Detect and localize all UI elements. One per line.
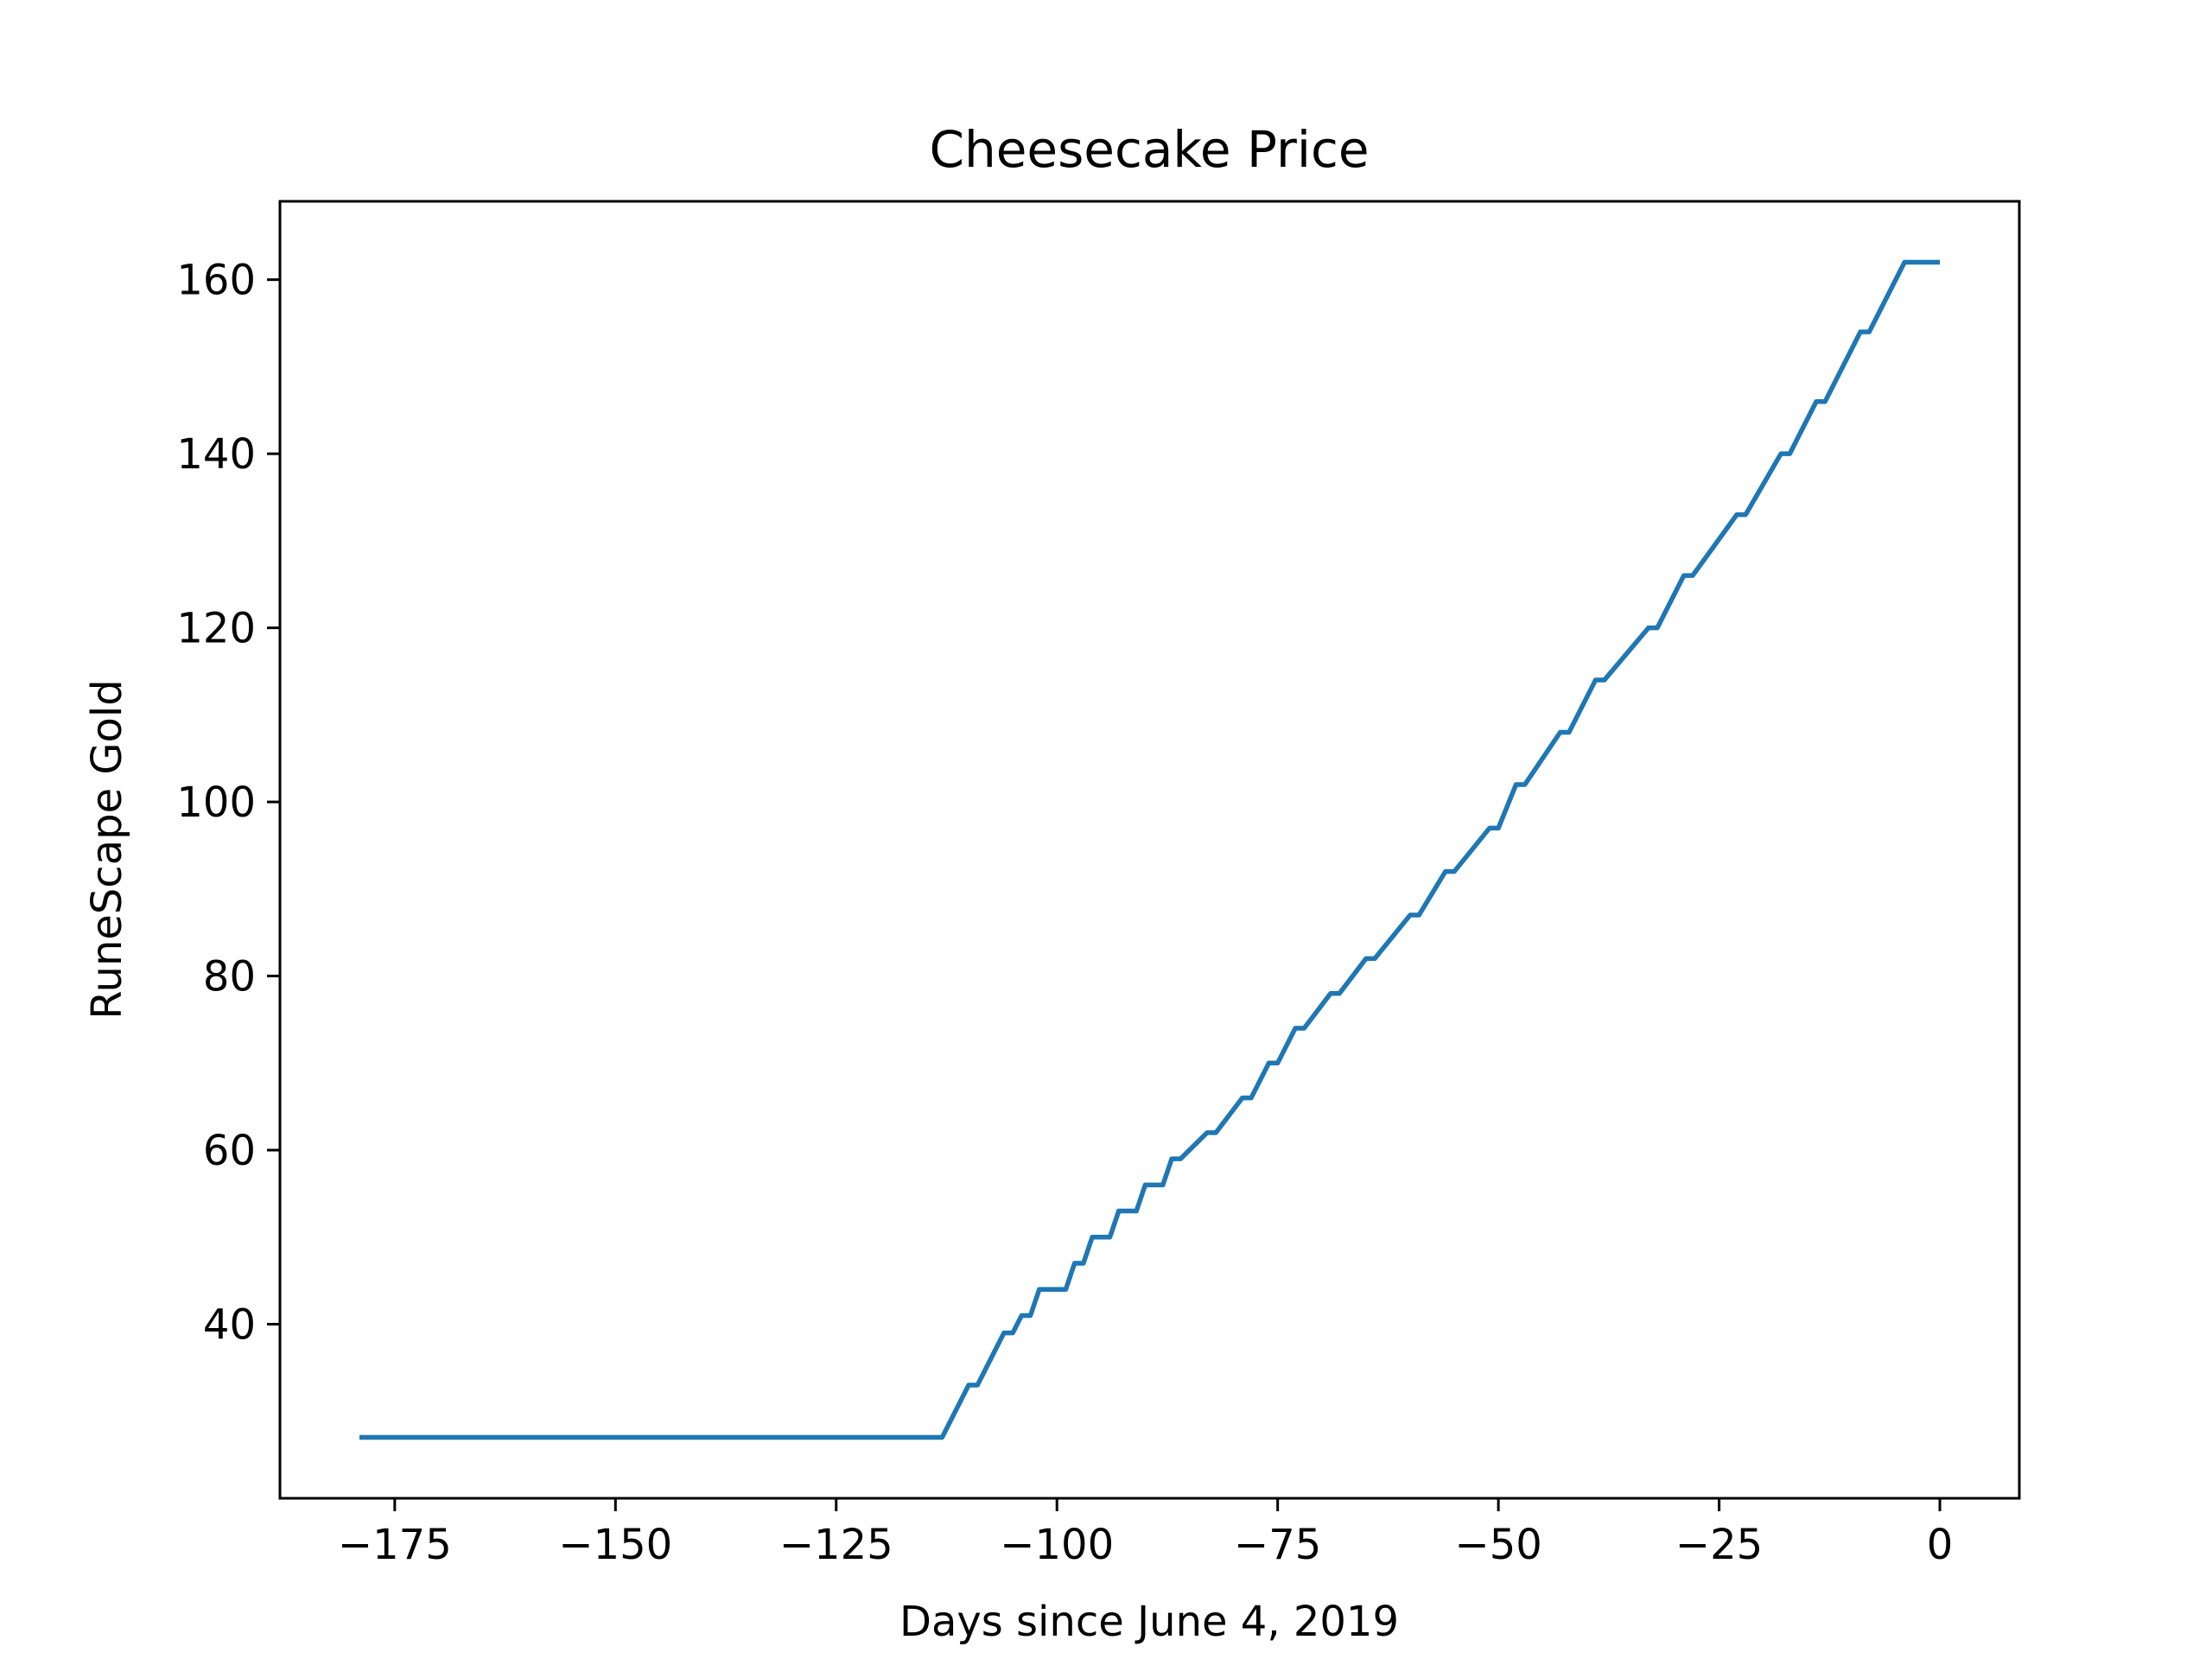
y-tick-label: 80 (203, 953, 256, 1001)
y-tick-label: 160 (176, 257, 256, 305)
series-line-group (359, 259, 1941, 1440)
x-axis-label: Days since June 4, 2019 (899, 1598, 1399, 1646)
x-tick-label: −75 (1234, 1521, 1321, 1569)
series-line (359, 259, 1941, 1440)
axis-ticks: −175 −150 −125 −100 −75 −50 −25 0 40 60 80 100 120 14… (176, 257, 1953, 1569)
y-tick-label: 40 (203, 1301, 256, 1350)
x-tick-label: −100 (1000, 1521, 1114, 1569)
y-tick-label: 140 (176, 430, 256, 479)
x-tick-label: −150 (558, 1521, 672, 1569)
x-tick-label: −25 (1675, 1521, 1763, 1569)
y-axis-label: RuneScape Gold (83, 679, 131, 1019)
x-tick-label: 0 (1927, 1521, 1954, 1569)
x-tick-label: −50 (1454, 1521, 1541, 1569)
chart-title: Cheesecake Price (929, 120, 1369, 179)
plot-area-frame (278, 200, 2021, 1500)
y-tick-label: 60 (203, 1127, 256, 1175)
y-tick-label: 120 (176, 605, 256, 653)
x-tick-label: −125 (779, 1521, 893, 1569)
x-tick-label: −175 (338, 1521, 452, 1569)
y-tick-label: 100 (176, 779, 256, 827)
